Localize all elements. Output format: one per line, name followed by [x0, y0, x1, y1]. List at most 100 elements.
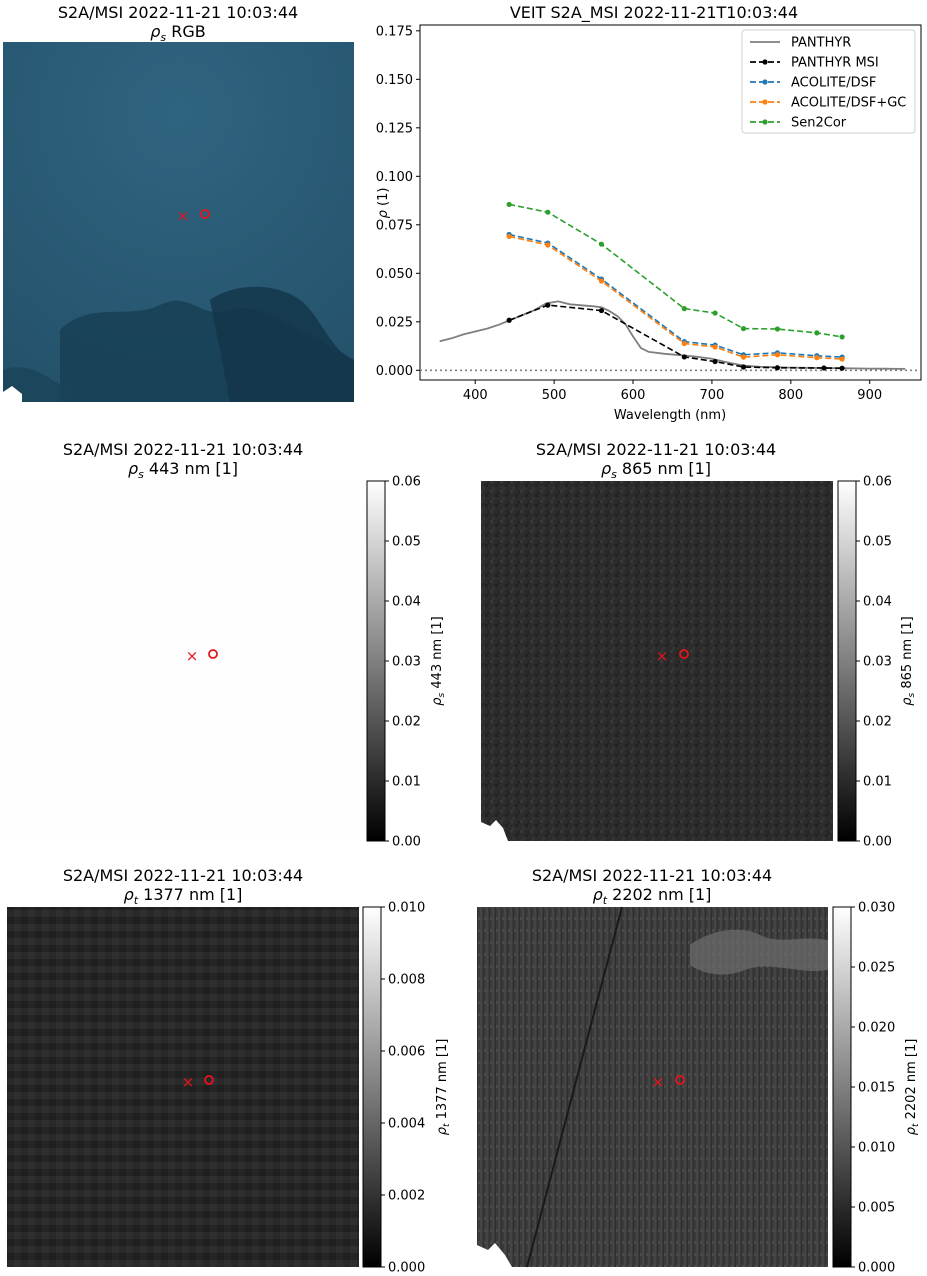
legend-label: ACOLITE/DSF+GC [791, 96, 906, 111]
colorbar-tick-label: 0.00 [392, 835, 421, 850]
x-tick-label: 400 [463, 388, 488, 403]
data-point [774, 365, 781, 371]
colorbar-tick-label: 0.005 [858, 1201, 895, 1216]
colorbar-tick-label: 0.020 [858, 1021, 895, 1036]
y-tick-label: 0.025 [376, 315, 413, 330]
legend-marker [762, 99, 768, 105]
target-marker-o [675, 1075, 685, 1085]
rgb-image [3, 42, 354, 402]
b2202-image [477, 906, 828, 1268]
b865-title-line2: ρs 865 nm [1] [601, 459, 711, 481]
b1377-image [7, 907, 359, 1267]
data-point [814, 330, 820, 336]
data-point [814, 355, 820, 361]
x-axis-label: Wavelength (nm) [614, 408, 726, 423]
data-point [598, 241, 605, 247]
data-point [506, 201, 512, 208]
chart-title: VEIT S2A_MSI 2022-11-21T10:03:44 [510, 3, 798, 23]
colorbar-tick-label: 0.01 [863, 775, 892, 790]
data-point [545, 302, 551, 308]
data-point [545, 242, 551, 248]
colorbar-tick-label: 0.002 [388, 1189, 425, 1204]
colorbar-tick-label: 0.000 [858, 1261, 895, 1276]
b2202-colorbar: 0.000 0.005 0.010 0.015 0.020 0.025 0.030 [832, 901, 895, 1276]
colorbar-tick-label: 0.010 [388, 901, 425, 916]
panel-b443: S2A/MSI 2022-11-21 10:03:44 ρs 443 nm [1… [5, 440, 447, 850]
data-point [774, 326, 781, 332]
colorbar-tick-label: 0.03 [392, 655, 421, 670]
y-axis-label: ρ (1) [376, 188, 391, 219]
data-point [740, 364, 747, 370]
rgb-title-line2: ρs RGB [150, 22, 205, 44]
series-acolite-dsf-gc [506, 233, 845, 362]
b1377-title-line1: S2A/MSI 2022-11-21 10:03:44 [63, 866, 303, 885]
data-point [712, 310, 718, 316]
colorbar-tick-label: 0.00 [863, 835, 892, 850]
y-tick-label: 0.175 [376, 24, 413, 39]
chart-series-group [439, 201, 906, 371]
x-tick-label: 600 [621, 388, 646, 403]
b443-title-line2: ρs 443 nm [1] [128, 459, 238, 481]
data-point [821, 365, 827, 371]
data-point [598, 307, 605, 314]
colorbar-tick-label: 0.02 [863, 715, 892, 730]
panel-b865: S2A/MSI 2022-11-21 10:03:44 ρs 865 nm [1… [481, 440, 917, 850]
data-point [681, 354, 687, 360]
legend-marker [762, 79, 768, 85]
colorbar-tick-label: 0.04 [392, 595, 421, 610]
target-marker-o [204, 1075, 214, 1085]
panel-b1377: S2A/MSI 2022-11-21 10:03:44 ρt 1377 nm [… [7, 866, 452, 1276]
colorbar-tick-label: 0.006 [388, 1045, 425, 1060]
panel-spectrum: VEIT S2A_MSI 2022-11-21T10:03:44 0.0000.… [376, 3, 922, 423]
colorbar-tick-label: 0.06 [392, 475, 421, 490]
x-tick-label: 500 [542, 388, 567, 403]
data-point [839, 365, 845, 371]
b865-title-line1: S2A/MSI 2022-11-21 10:03:44 [536, 440, 776, 459]
data-point [506, 317, 512, 323]
rgb-title-line1: S2A/MSI 2022-11-21 10:03:44 [58, 3, 298, 22]
target-marker-o [208, 649, 218, 659]
b865-colorbar: 0.00 0.01 0.02 0.03 0.04 0.05 0.06 [837, 475, 892, 850]
b2202-colorbar-label: ρt 2202 nm [1] [904, 1039, 921, 1136]
x-tick-label: 800 [778, 388, 803, 403]
colorbar-tick-label: 0.02 [392, 715, 421, 730]
legend-label: PANTHYR MSI [791, 56, 879, 71]
data-point [839, 356, 845, 362]
legend-marker [762, 119, 768, 125]
colorbar-tick-label: 0.06 [863, 475, 892, 490]
colorbar-tick-label: 0.01 [392, 775, 421, 790]
y-tick-label: 0.150 [376, 73, 413, 88]
b2202-title-line1: S2A/MSI 2022-11-21 10:03:44 [532, 866, 772, 885]
y-tick-label: 0.100 [376, 170, 413, 185]
chart-legend: PANTHYR PANTHYR MSI ACOLITE/DSF ACOLITE/DSF… [741, 29, 916, 134]
b865-colorbar-label: ρs 865 nm [1] [900, 616, 917, 706]
panel-b2202: S2A/MSI 2022-11-21 10:03:44 ρt 2202 nm [… [477, 866, 921, 1276]
data-point [740, 354, 747, 360]
data-point [681, 340, 687, 347]
data-point [839, 334, 845, 340]
target-marker-x: × [652, 1073, 665, 1091]
y-tick-label: 0.075 [376, 218, 413, 233]
data-point [774, 352, 781, 358]
x-tick-label: 900 [857, 388, 882, 403]
legend-label: PANTHYR [791, 36, 851, 51]
colorbar-tick-label: 0.025 [858, 961, 895, 976]
data-point [598, 278, 605, 284]
series-panthyr-msi [506, 302, 845, 371]
colorbar-tick-label: 0.03 [863, 655, 892, 670]
b443-image [5, 481, 357, 841]
data-point [712, 358, 718, 365]
data-point [740, 325, 747, 332]
colorbar-tick-label: 0.010 [858, 1141, 895, 1156]
target-marker-o [200, 209, 210, 219]
target-marker-o [679, 649, 689, 659]
target-marker-x: × [186, 647, 199, 665]
b1377-title-line2: ρt 1377 nm [1] [124, 885, 243, 907]
b1377-colorbar-label: ρt 1377 nm [1] [435, 1039, 452, 1136]
data-point [712, 344, 718, 350]
colorbar-tick-label: 0.030 [858, 901, 895, 916]
colorbar-tick-label: 0.04 [863, 595, 892, 610]
target-marker-x: × [177, 207, 190, 225]
y-tick-label: 0.125 [376, 121, 413, 136]
